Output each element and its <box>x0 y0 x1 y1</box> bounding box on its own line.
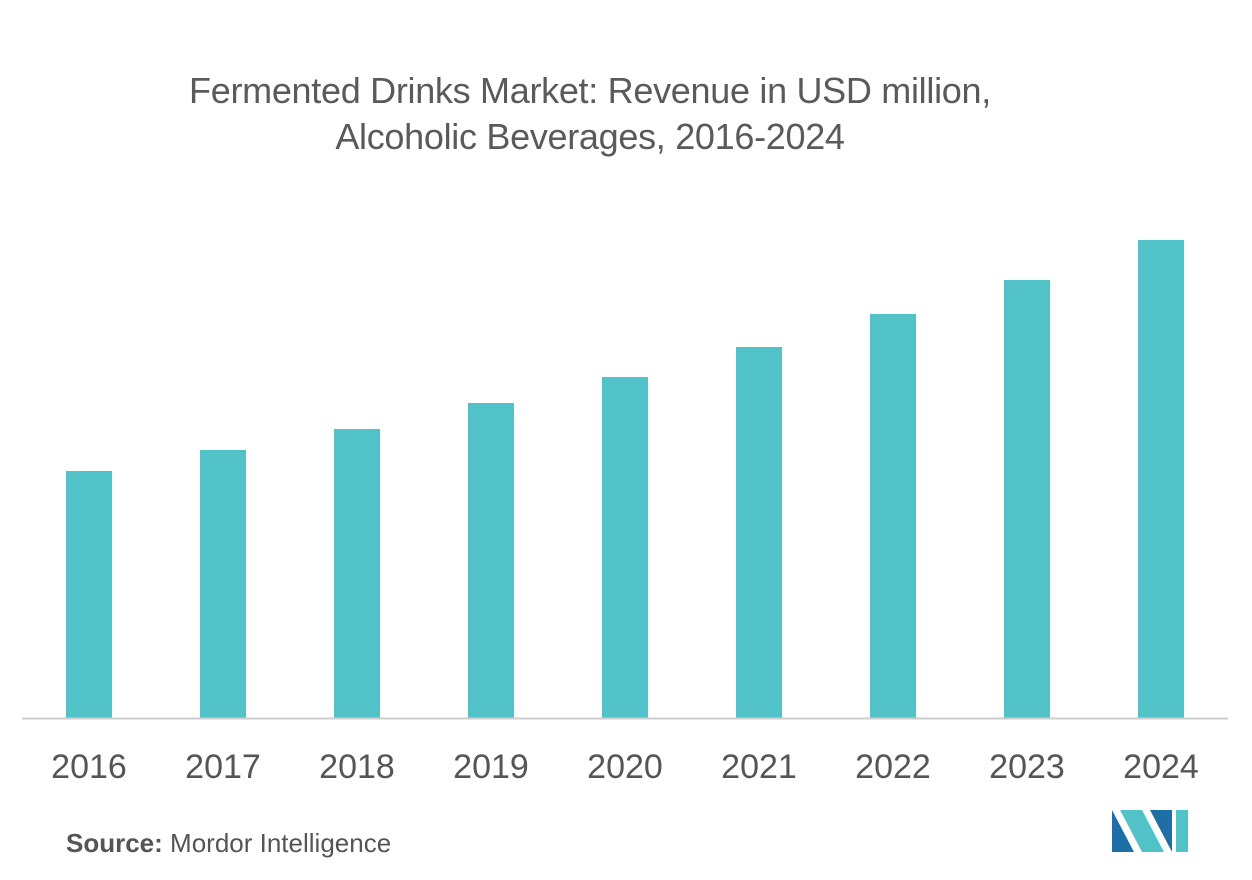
bar-chart: 2016 2017 2018 2019 2020 2021 2022 2023 2024 <box>22 240 1228 786</box>
chart-title: Fermented Drinks Market: Revenue in USD … <box>0 68 1180 160</box>
x-tick-label-2018: 2018 <box>319 748 395 786</box>
x-tick-label-2023: 2023 <box>989 748 1065 786</box>
source-text: Mordor Intelligence <box>170 828 392 858</box>
source-label: Source: <box>66 828 163 858</box>
x-tick-label-2016: 2016 <box>51 748 127 786</box>
bars-group <box>66 240 1184 718</box>
bar-2023 <box>1004 280 1050 718</box>
x-tick-label-2024: 2024 <box>1123 748 1199 786</box>
bar-2024 <box>1138 240 1184 718</box>
x-tick-label-2022: 2022 <box>855 748 931 786</box>
source-note: Source: Mordor Intelligence <box>66 828 391 859</box>
bar-2019 <box>468 403 514 718</box>
x-tick-label-2017: 2017 <box>185 748 261 786</box>
bar-2018 <box>334 429 380 718</box>
bar-2017 <box>200 450 246 718</box>
bar-2021 <box>736 347 782 718</box>
chart-title-line-1: Fermented Drinks Market: Revenue in USD … <box>189 70 991 111</box>
x-tick-label-2020: 2020 <box>587 748 663 786</box>
x-tick-label-2019: 2019 <box>453 748 529 786</box>
bar-2020 <box>602 377 648 718</box>
bar-2016 <box>66 471 112 718</box>
bar-2022 <box>870 314 916 718</box>
x-tick-labels: 2016 2017 2018 2019 2020 2021 2022 2023 2024 <box>51 748 1199 786</box>
x-tick-label-2021: 2021 <box>721 748 797 786</box>
chart-title-line-2: Alcoholic Beverages, 2016-2024 <box>335 116 845 157</box>
mordor-intelligence-logo-icon <box>1112 810 1188 852</box>
